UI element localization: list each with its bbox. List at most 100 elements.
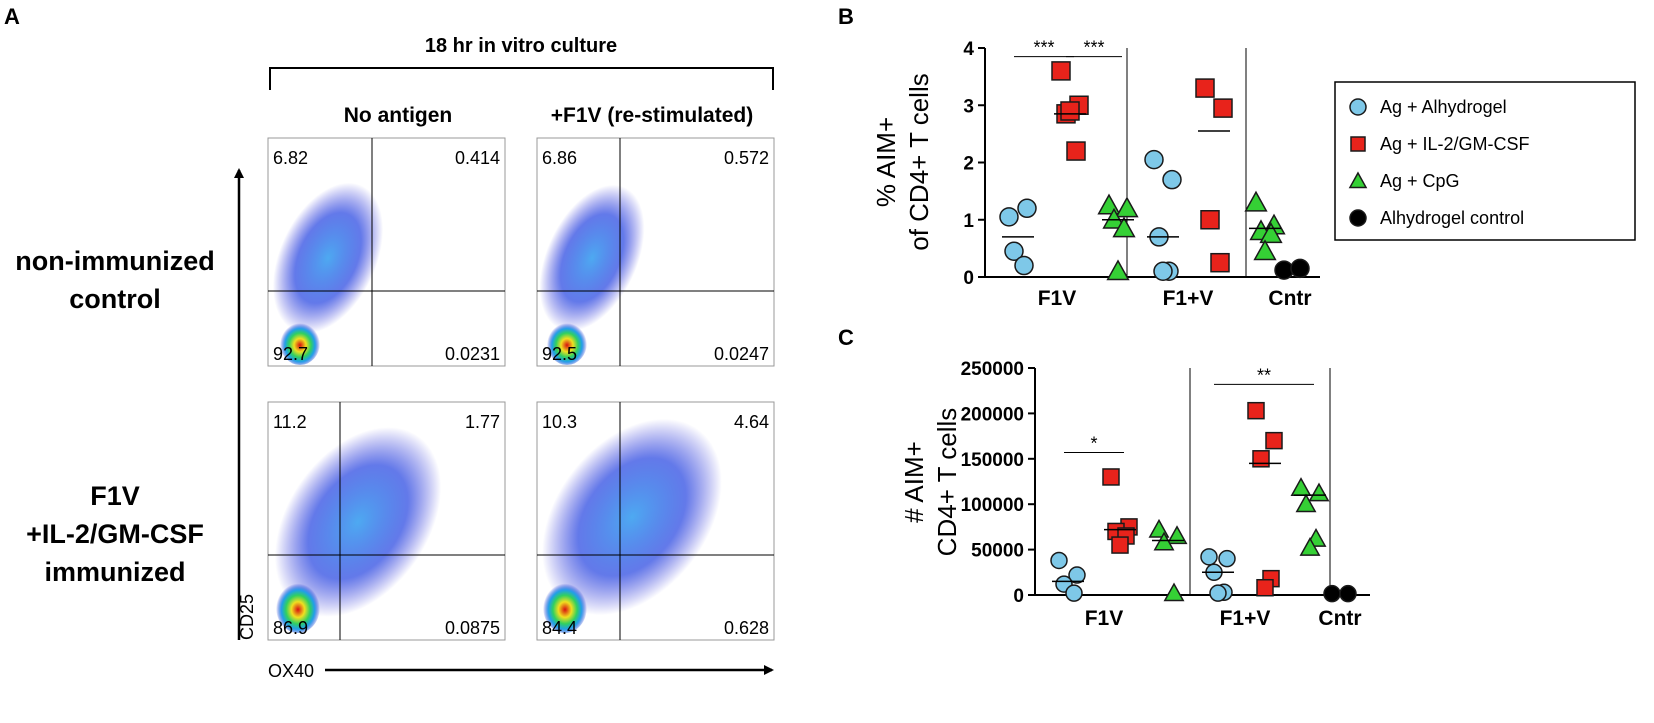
quadrant-ur: 1.77 bbox=[465, 412, 500, 432]
row-label-top-2: control bbox=[69, 284, 161, 314]
quadrant-ll: 86.9 bbox=[273, 618, 308, 638]
data-point bbox=[1244, 190, 1268, 212]
data-point bbox=[1014, 255, 1034, 276]
data-point bbox=[1259, 222, 1283, 244]
data-point bbox=[1065, 584, 1083, 602]
data-point bbox=[1265, 431, 1283, 450]
data-point bbox=[1102, 468, 1120, 486]
row-label-bottom-1: F1V bbox=[90, 481, 140, 511]
data-point bbox=[999, 207, 1019, 227]
data-point bbox=[1144, 149, 1164, 170]
group-label: F1+V bbox=[1163, 287, 1214, 310]
col-header-f1v: +F1V (re-stimulated) bbox=[551, 104, 753, 127]
quadrant-ul: 11.2 bbox=[273, 412, 307, 432]
data-point bbox=[1218, 549, 1236, 568]
legend-label: Ag + IL-2/GM-CSF bbox=[1380, 134, 1530, 154]
panel-label-c: C bbox=[838, 325, 854, 350]
quadrant-lr: 0.0875 bbox=[445, 618, 500, 638]
flow-hotspot bbox=[543, 581, 587, 633]
y-axis-label: CD4+ T cells bbox=[932, 408, 962, 557]
legend-marker bbox=[1349, 98, 1367, 116]
data-point bbox=[1200, 210, 1220, 230]
quadrant-ll: 92.5 bbox=[542, 344, 577, 364]
significance-label: *** bbox=[1083, 38, 1104, 58]
flow-cloud bbox=[539, 184, 645, 332]
y-tick-label: 2 bbox=[963, 154, 974, 175]
flow-cloud bbox=[274, 427, 442, 617]
data-point bbox=[1112, 216, 1136, 238]
flow-cloud bbox=[272, 182, 384, 334]
quadrant-ll: 84.4 bbox=[542, 618, 577, 638]
significance-label: ** bbox=[1257, 365, 1271, 385]
data-point bbox=[1209, 584, 1227, 602]
quadrant-ur: 4.64 bbox=[734, 412, 769, 432]
y-tick-label: 3 bbox=[963, 96, 974, 117]
quadrant-ur: 0.414 bbox=[455, 148, 500, 168]
group-label: Cntr bbox=[1268, 287, 1311, 310]
data-point bbox=[1256, 578, 1274, 597]
data-point bbox=[1299, 537, 1321, 556]
group-label: Cntr bbox=[1318, 607, 1361, 630]
panel-label-a: A bbox=[4, 4, 20, 29]
quadrant-ul: 6.82 bbox=[273, 148, 308, 168]
legend-marker bbox=[1350, 136, 1366, 152]
data-point bbox=[1115, 196, 1139, 218]
group-label: F1V bbox=[1085, 607, 1124, 630]
data-point bbox=[1290, 477, 1312, 496]
data-point bbox=[1111, 536, 1129, 554]
legend-label: Alhydrogel control bbox=[1380, 208, 1524, 228]
flow-cloud bbox=[542, 418, 722, 616]
quadrant-lr: 0.628 bbox=[724, 618, 769, 638]
quadrant-ul: 6.86 bbox=[542, 148, 577, 168]
data-point bbox=[1253, 239, 1277, 261]
row-label-top-1: non-immunized bbox=[15, 246, 214, 276]
row-label-bottom-3: immunized bbox=[44, 557, 185, 587]
y-tick-label: 0 bbox=[1013, 586, 1024, 607]
data-point bbox=[1050, 551, 1068, 570]
flow-plot-bottom-right: 10.3 4.64 84.4 0.628 bbox=[536, 401, 775, 641]
data-point bbox=[1153, 261, 1173, 282]
data-point bbox=[1195, 78, 1215, 98]
flow-plot-top-right: 6.86 0.572 92.5 0.0247 bbox=[536, 137, 775, 367]
data-point bbox=[1290, 258, 1310, 279]
flow-hotspot bbox=[276, 581, 320, 633]
culture-bracket bbox=[269, 67, 774, 90]
chart-b: 0 1 2 3 4 % AIM+ of CD4+ T cells F1V F1+V Cntr ***… bbox=[871, 38, 1320, 310]
significance-label: * bbox=[1090, 433, 1097, 453]
chart-c: 0 50000 100000 150000 200000 250000 # AIM+ CD4+… bbox=[899, 359, 1370, 630]
quadrant-ur: 0.572 bbox=[724, 148, 769, 168]
data-point bbox=[1274, 260, 1294, 280]
data-point bbox=[1252, 450, 1270, 468]
data-point bbox=[1102, 207, 1126, 229]
legend-marker bbox=[1348, 171, 1368, 189]
data-point bbox=[1339, 584, 1357, 603]
data-point bbox=[1163, 582, 1185, 602]
data-point bbox=[1323, 584, 1341, 603]
col-header-no-antigen: No antigen bbox=[344, 104, 453, 127]
flow-hotspot bbox=[280, 321, 320, 365]
quadrant-ul: 10.3 bbox=[542, 412, 577, 432]
legend-marker bbox=[1349, 209, 1367, 227]
culture-label: 18 hr in vitro culture bbox=[425, 35, 617, 57]
row-label-bottom-2: +IL-2/GM-CSF bbox=[26, 519, 204, 549]
data-point bbox=[1166, 525, 1188, 545]
y-axis-label: of CD4+ T cells bbox=[904, 73, 934, 251]
cd25-axis-label: CD25 bbox=[237, 594, 257, 640]
data-point bbox=[1210, 252, 1230, 273]
legend-box bbox=[1334, 81, 1636, 241]
data-point bbox=[1162, 169, 1182, 190]
y-tick-label: 100000 bbox=[961, 495, 1024, 516]
y-tick-label: 50000 bbox=[971, 541, 1024, 562]
panel-label-b: B bbox=[838, 4, 854, 29]
quadrant-lr: 0.0247 bbox=[714, 344, 769, 364]
data-point bbox=[1068, 566, 1086, 584]
data-point bbox=[1060, 101, 1080, 121]
legend: Ag + Alhydrogel Ag + IL-2/GM-CSF Ag + CpG A… bbox=[1348, 97, 1530, 228]
data-point bbox=[1295, 493, 1317, 513]
group-label: F1+V bbox=[1220, 607, 1271, 630]
legend-label: Ag + CpG bbox=[1380, 171, 1460, 191]
data-point bbox=[1097, 193, 1121, 215]
y-tick-label: 200000 bbox=[961, 404, 1024, 425]
significance-label: *** bbox=[1033, 38, 1054, 58]
